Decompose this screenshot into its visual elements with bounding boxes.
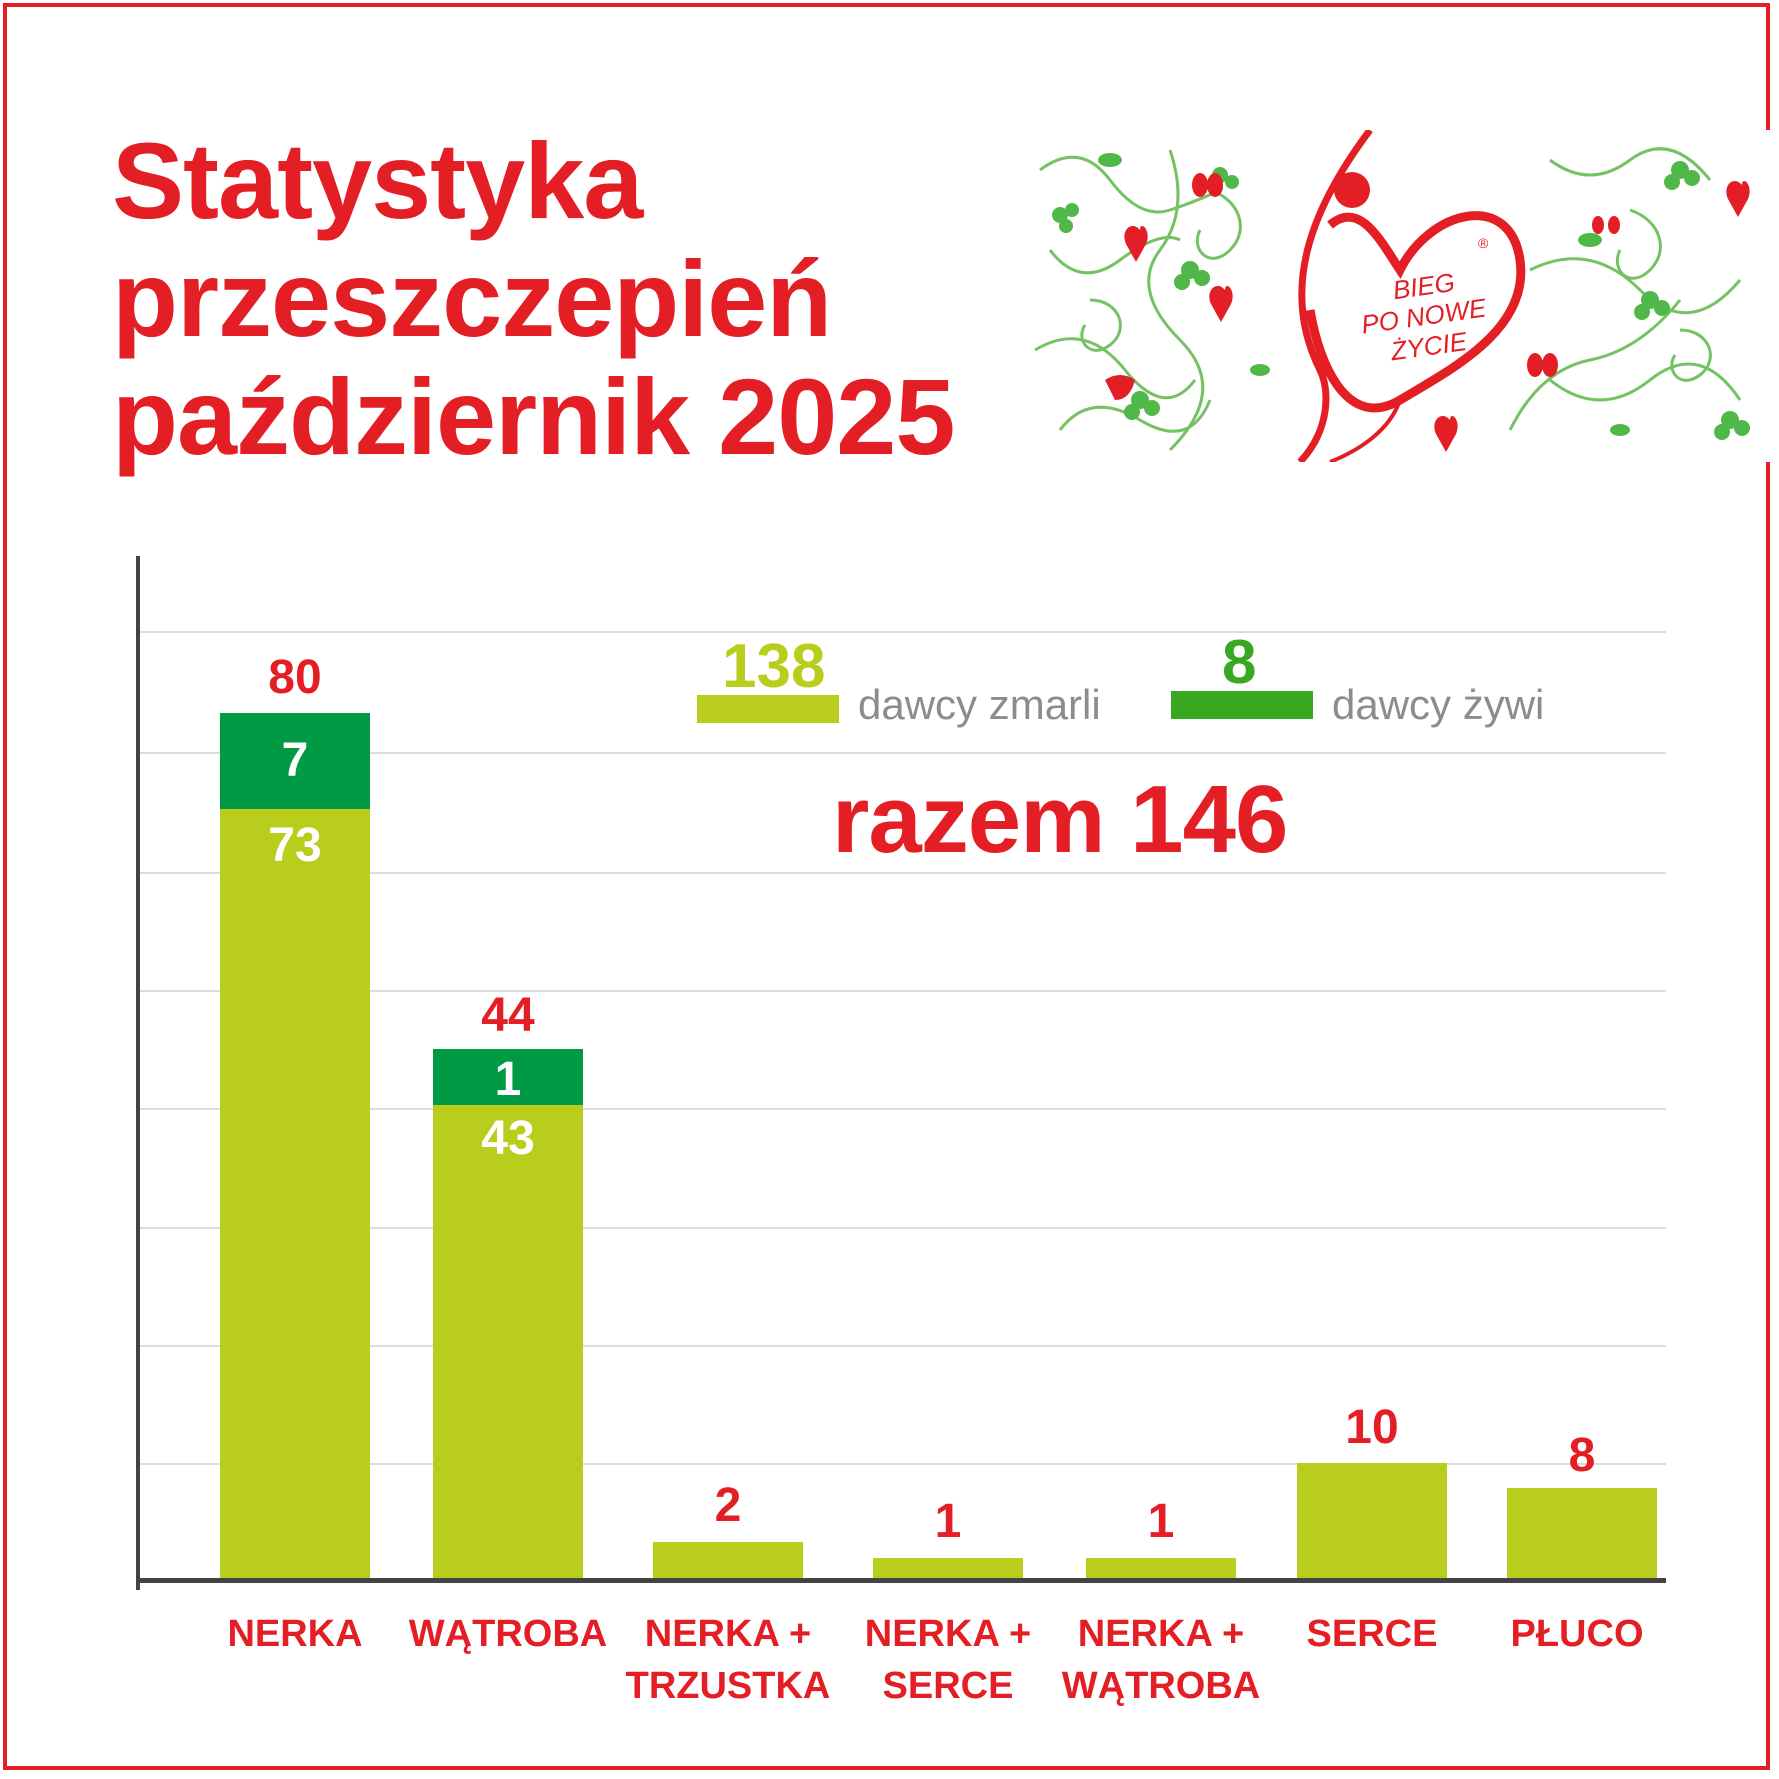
bar-segment-deceased [1086,1558,1236,1579]
gridline [140,990,1666,992]
bar-nerka: 7 73 [220,713,370,1579]
bar-living-value: 7 [281,734,309,787]
total-annotation: razem 146 [832,766,1288,873]
bar-total-label: 8 [1568,1429,1596,1482]
legend-deceased-label: dawcy zmarli [858,681,1101,728]
x-axis [136,1578,1666,1583]
bar-total-label: 1 [934,1495,962,1548]
gridline [140,872,1666,874]
category-label: NERKA + TRZUSTKA [625,1613,831,1707]
category-label: PŁUCO [1510,1613,1644,1655]
category-label: NERKA [227,1613,363,1655]
bar-segment-deceased [1297,1463,1447,1579]
y-axis [136,556,140,1590]
bar-total-label: 44 [481,989,535,1042]
bar-total-label: 80 [268,651,322,704]
gridline [140,1227,1666,1229]
bar-segment-living [220,713,370,809]
bar-serce [1297,1463,1447,1579]
gridline [140,631,1666,633]
bieg-po-nowe-zycie-banner: BIEG PO NOWE ŻYCIE ® [1030,130,1770,462]
title-line-2: przeszczepień [112,238,832,359]
svg-text:®: ® [1478,235,1489,251]
bar-nerka-watroba [1086,1558,1236,1579]
bar-nerka-trzustka [653,1542,803,1579]
legend-living-swatch [1171,691,1313,719]
category-label: WĄTROBA [408,1613,608,1655]
legend-deceased-swatch [697,695,839,723]
page-title: Statystyka przeszczepień październik 202… [112,120,955,477]
title-line-3: październik 2025 [112,356,955,477]
gridline [140,1463,1666,1465]
bar-nerka-serce [873,1558,1023,1579]
gridline [140,1108,1666,1110]
bar-living-value: 1 [494,1053,522,1106]
bar-deceased-value: 73 [268,819,322,872]
bar-segment-deceased [873,1558,1023,1579]
heart-logo-icon: BIEG PO NOWE ŻYCIE ® [1297,130,1526,462]
category-label: NERKA + WĄTROBA [1061,1613,1261,1707]
bar-watroba: 1 43 [433,1049,583,1579]
bar-total-label: 2 [714,1479,742,1532]
bar-segment-deceased [433,1105,583,1579]
gridline [140,1345,1666,1347]
bar-segment-deceased [653,1542,803,1579]
heart-organ-icon [1124,225,1148,262]
bar-segment-deceased [1507,1488,1657,1579]
legend-living-value: 8 [1222,628,1257,697]
gridline [140,752,1666,754]
legend-deceased-value: 138 [722,632,826,701]
title-line-1: Statystyka [112,120,643,241]
bar-total-label: 1 [1147,1495,1175,1548]
category-label: SERCE [1306,1613,1438,1655]
bar-pluco [1507,1488,1657,1579]
bar-segment-living [433,1049,583,1105]
bar-deceased-value: 43 [481,1112,535,1165]
category-label: NERKA + SERCE [864,1613,1032,1707]
bar-total-label: 10 [1345,1401,1399,1454]
page-border [3,3,1770,1770]
legend-living-label: dawcy żywi [1332,681,1545,728]
bar-segment-deceased [220,809,370,1579]
floral-pattern-icon: BIEG PO NOWE ŻYCIE ® [1034,130,1750,462]
